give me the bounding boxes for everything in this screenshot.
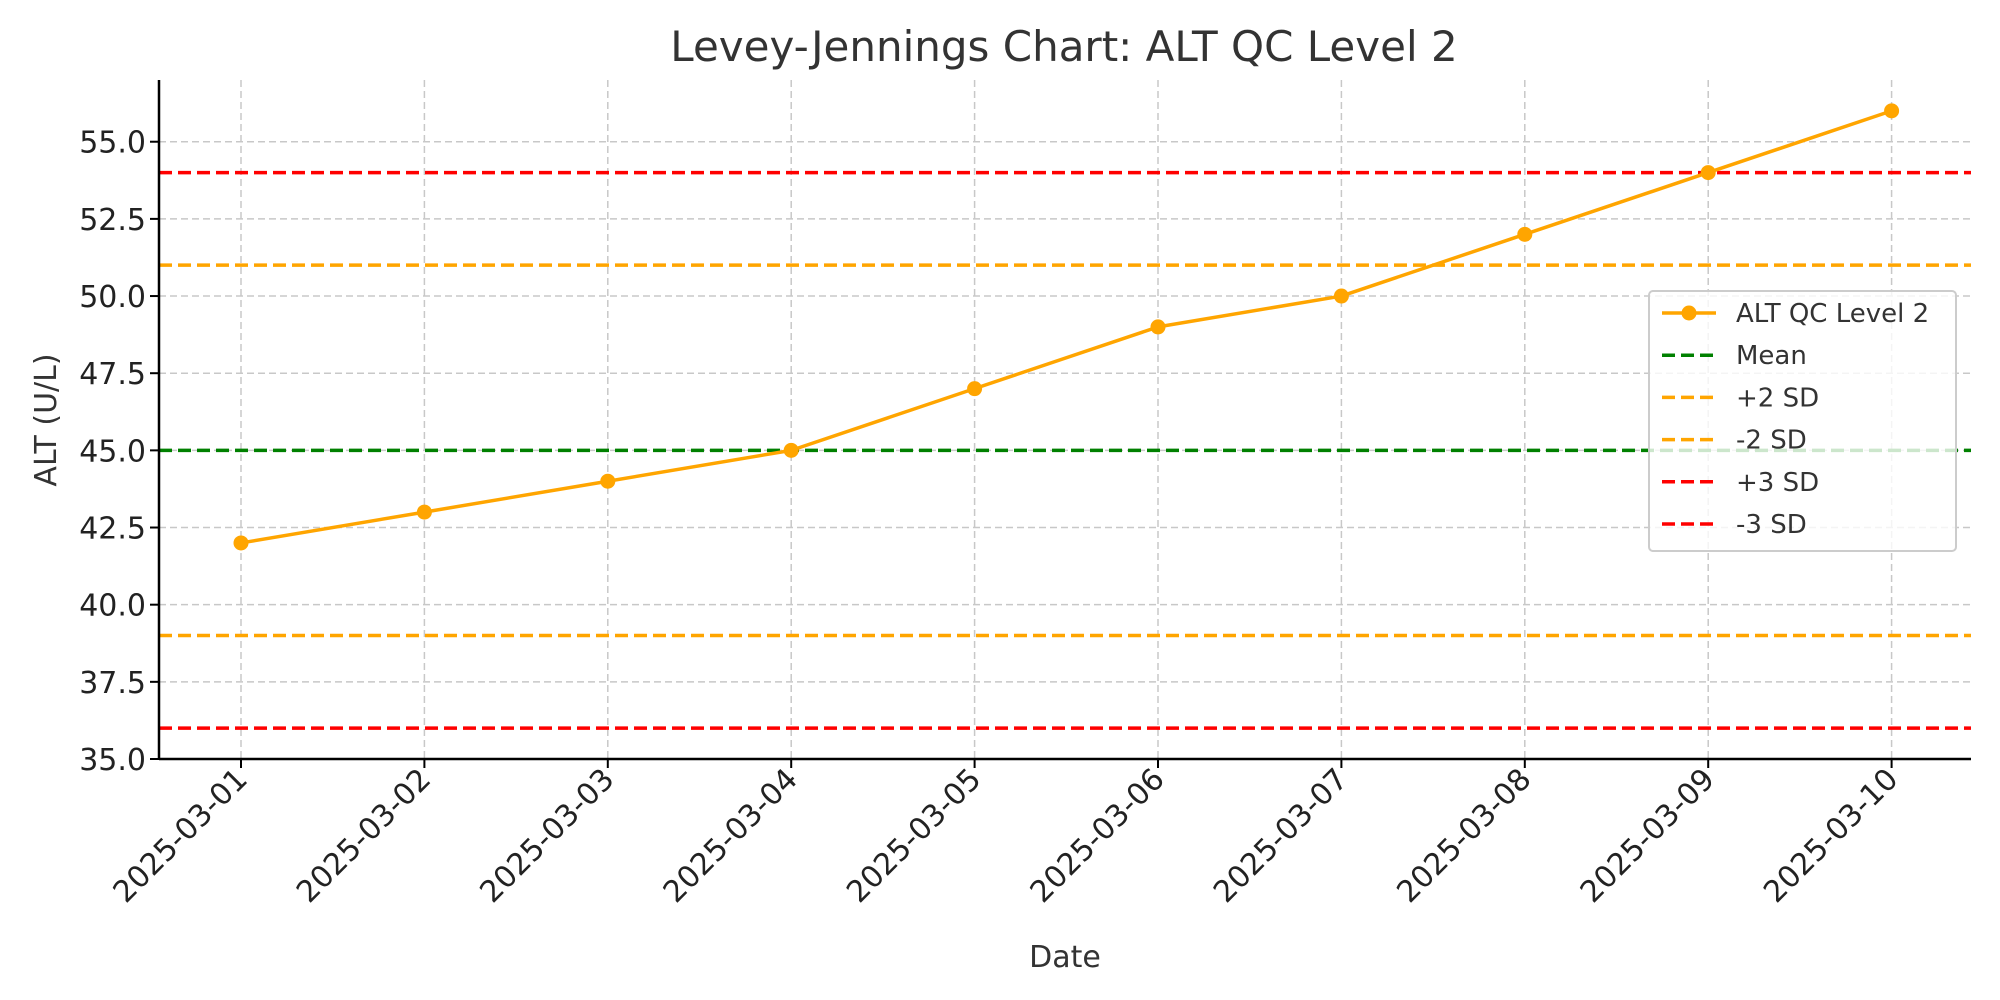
y-tick-label: 47.5 [79, 357, 146, 392]
y-axis-label: ALT (U/L) [29, 353, 64, 486]
x-tick-label: 2025-03-01 [107, 762, 255, 910]
data-point [1884, 103, 1900, 119]
y-tick-label: 42.5 [79, 512, 146, 547]
legend-label: Mean [1736, 341, 1807, 371]
legend-label: +2 SD [1736, 383, 1819, 413]
x-axis-label: Date [1029, 940, 1101, 975]
data-point [1333, 288, 1349, 304]
data-point [1700, 165, 1716, 181]
data-point [967, 381, 983, 397]
data-point [600, 473, 616, 489]
x-tick-label: 2025-03-06 [1024, 762, 1172, 910]
x-ticks: 2025-03-01 2025-03-02 2025-03-03 2025-03-04… [107, 759, 1905, 910]
series [233, 103, 1900, 551]
legend-label: +3 SD [1736, 468, 1819, 498]
x-tick-label: 2025-03-04 [657, 762, 805, 910]
x-tick-label: 2025-03-05 [840, 762, 988, 910]
y-ticks: 35.0 37.5 40.0 42.5 45.0 47.5 50.0 52.5 55.0 [79, 126, 159, 778]
legend-label: -2 SD [1736, 426, 1807, 456]
y-tick-label: 35.0 [79, 743, 146, 778]
legend: ALT QC Level 2 Mean +2 SD -2 SD +3 SD -3 SD [1648, 290, 1957, 552]
x-tick-label: 2025-03-08 [1390, 762, 1538, 910]
data-point [1517, 226, 1533, 242]
legend-marker [1681, 305, 1697, 321]
y-tick-label: 40.0 [79, 589, 146, 624]
y-tick-label: 50.0 [79, 280, 146, 315]
legend-label: -3 SD [1736, 510, 1807, 540]
x-tick-label: 2025-03-03 [473, 762, 621, 910]
data-point [233, 535, 249, 551]
series-line [240, 109, 1893, 545]
x-tick-label: 2025-03-10 [1757, 762, 1905, 910]
y-tick-label: 52.5 [79, 203, 146, 238]
y-tick-label: 55.0 [79, 126, 146, 161]
data-point [416, 504, 432, 520]
x-tick-label: 2025-03-07 [1207, 762, 1355, 910]
legend-label: ALT QC Level 2 [1736, 299, 1929, 329]
x-tick-label: 2025-03-09 [1574, 762, 1722, 910]
data-point [1150, 319, 1166, 335]
y-tick-label: 37.5 [79, 666, 146, 701]
legend-items: ALT QC Level 2 Mean +2 SD -2 SD +3 SD -3 SD [1662, 299, 1929, 540]
chart-title: Levey-Jennings Chart: ALT QC Level 2 [670, 22, 1457, 71]
legend-box [1648, 290, 1957, 552]
y-tick-label: 45.0 [79, 434, 146, 469]
x-tick-label: 2025-03-02 [290, 762, 438, 910]
data-point [783, 442, 799, 458]
axes [157, 80, 1971, 761]
